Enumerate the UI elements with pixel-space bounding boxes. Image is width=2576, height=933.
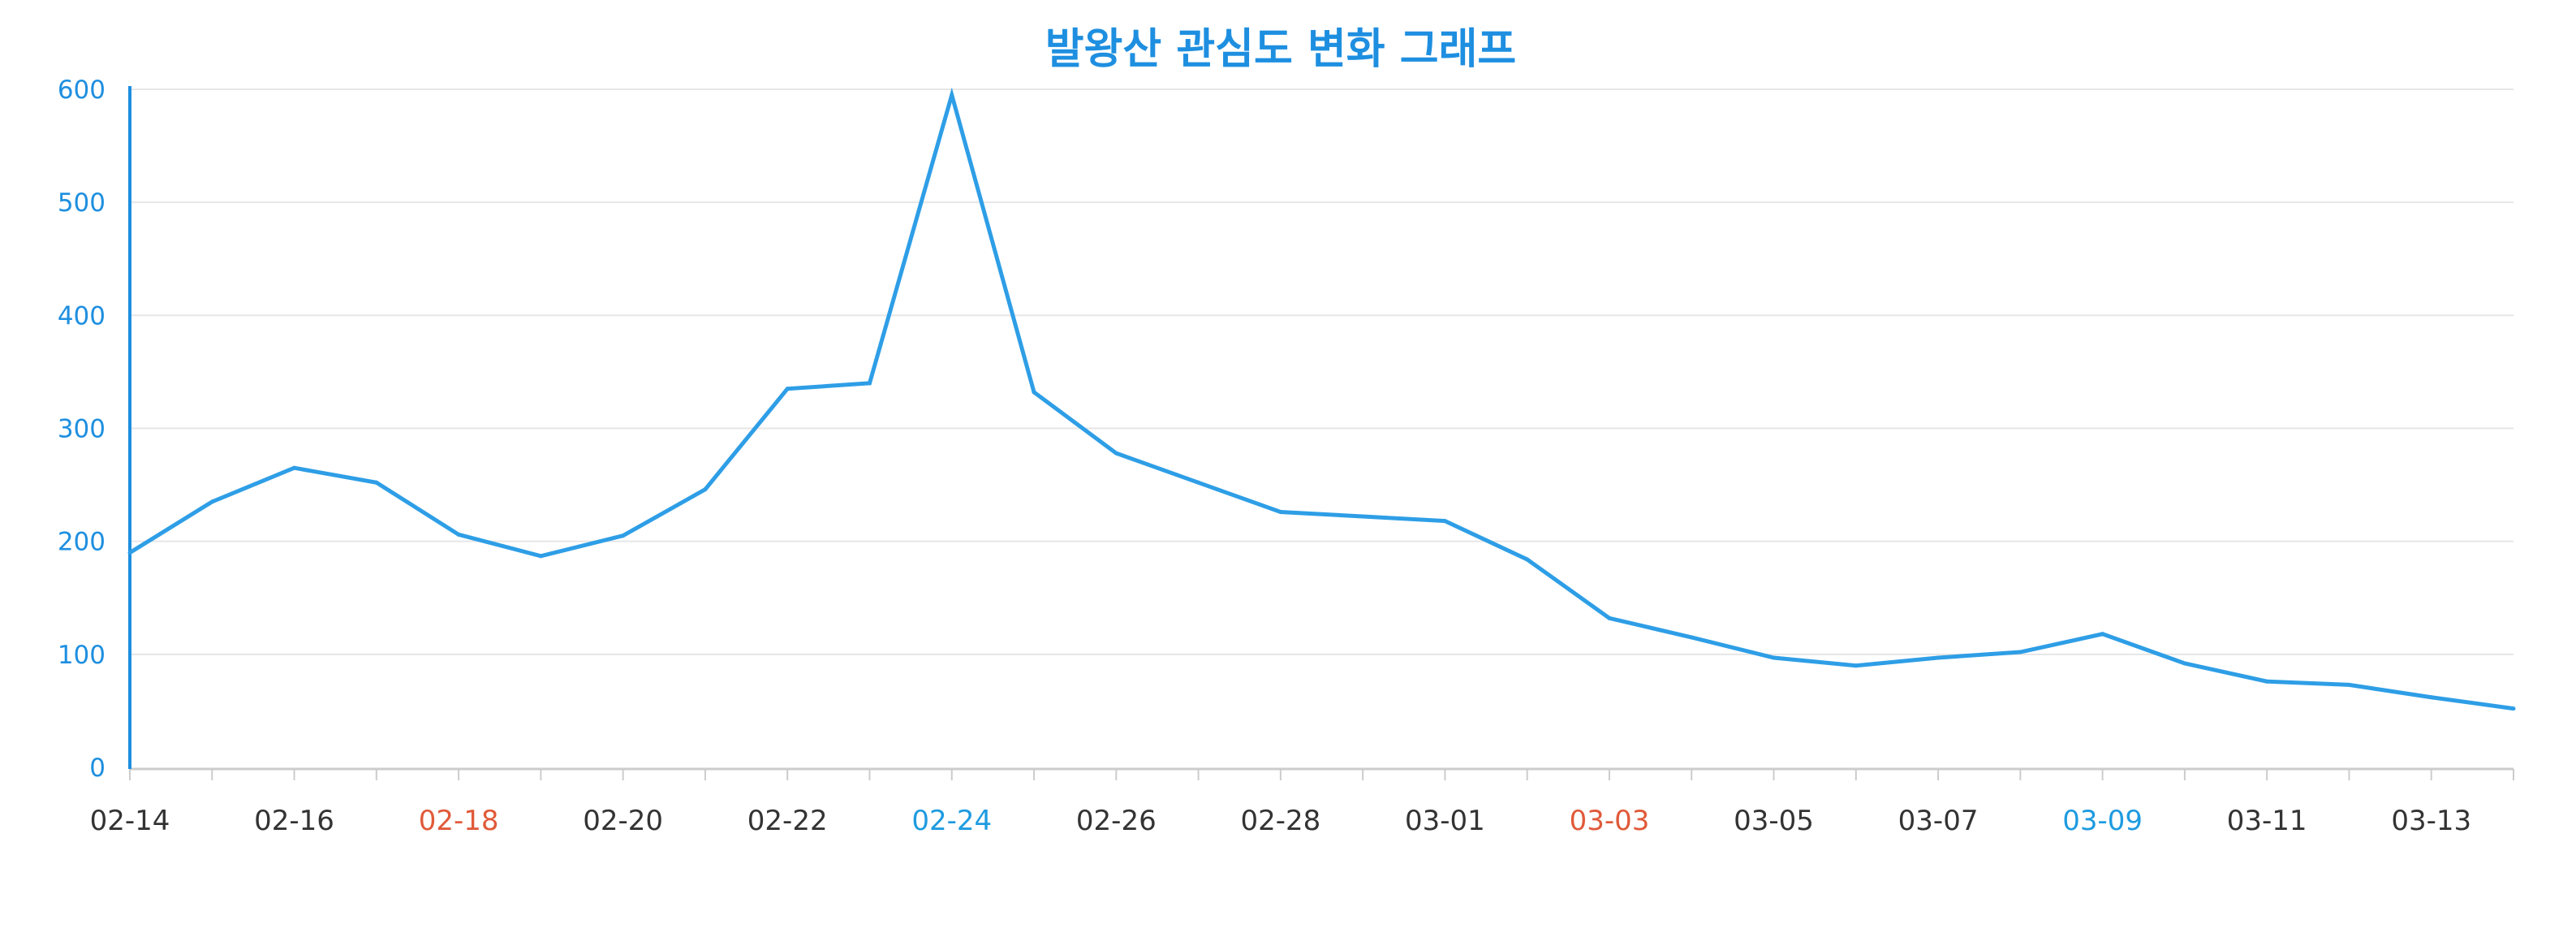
- data-point: [456, 532, 461, 537]
- data-point: [1607, 616, 1612, 620]
- x-tick-label: 03-03: [1570, 805, 1650, 837]
- data-point: [1196, 480, 1201, 485]
- data-point: [1689, 635, 1694, 640]
- data-point: [867, 381, 872, 386]
- data-point: [1442, 519, 1447, 524]
- x-tick-label: 03-07: [1898, 805, 1979, 837]
- data-point: [1360, 514, 1365, 519]
- x-tick-label: 03-01: [1405, 805, 1485, 837]
- data-point: [2264, 679, 2269, 684]
- grid-lines: [130, 89, 2514, 655]
- x-tick-label: 03-13: [2391, 805, 2471, 837]
- data-point: [2100, 632, 2105, 637]
- data-point: [374, 480, 379, 485]
- x-tick-label: 03-09: [2062, 805, 2143, 837]
- data-point: [2018, 650, 2022, 654]
- x-axis-tick-labels: 02-14 02-16 02-18 02-20 02-22 02-24 02-26 02-28…: [90, 805, 2472, 837]
- y-tick-label: 0: [89, 754, 106, 783]
- data-point: [127, 551, 132, 555]
- data-point: [1525, 557, 1530, 562]
- y-tick-label: 100: [58, 641, 106, 670]
- x-tick-label: 03-11: [2227, 805, 2307, 837]
- x-tick-label: 02-28: [1240, 805, 1320, 837]
- data-point: [1278, 509, 1283, 514]
- x-tick-label: 03-05: [1734, 805, 1814, 837]
- x-tick-label: 02-22: [747, 805, 828, 837]
- data-point: [538, 554, 543, 559]
- data-point: [292, 465, 297, 470]
- y-tick-label: 500: [58, 188, 106, 218]
- x-tick-label: 02-20: [583, 805, 663, 837]
- data-point: [1936, 655, 1941, 660]
- x-tick-label: 02-24: [911, 805, 992, 837]
- data-point: [2429, 695, 2434, 700]
- y-tick-label: 300: [58, 415, 106, 444]
- y-tick-label: 400: [58, 301, 106, 330]
- data-point: [1114, 451, 1118, 456]
- data-point: [2511, 706, 2516, 711]
- series-line: [128, 87, 2514, 711]
- data-point: [703, 487, 708, 492]
- data-point: [2182, 661, 2187, 666]
- x-tick-label: 02-18: [419, 805, 499, 837]
- series-layer: [127, 87, 2516, 711]
- data-point: [1854, 663, 1859, 668]
- x-tick-label: 02-16: [254, 805, 334, 837]
- chart-title: 발왕산 관심도 변화 그래프: [1045, 25, 1517, 74]
- axes: [128, 86, 2514, 780]
- data-point: [2346, 682, 2351, 687]
- y-axis-tick-labels: 0 100 200 300 400 500 600: [58, 76, 106, 783]
- data-point: [621, 533, 626, 538]
- y-tick-label: 200: [58, 528, 106, 557]
- x-tick-label: 02-26: [1076, 805, 1157, 837]
- data-point: [950, 93, 954, 97]
- y-tick-label: 600: [58, 76, 106, 105]
- data-point: [209, 499, 214, 504]
- data-point: [1032, 390, 1036, 395]
- data-point: [785, 387, 790, 391]
- data-point: [1772, 655, 1777, 660]
- x-tick-label: 02-14: [90, 805, 170, 837]
